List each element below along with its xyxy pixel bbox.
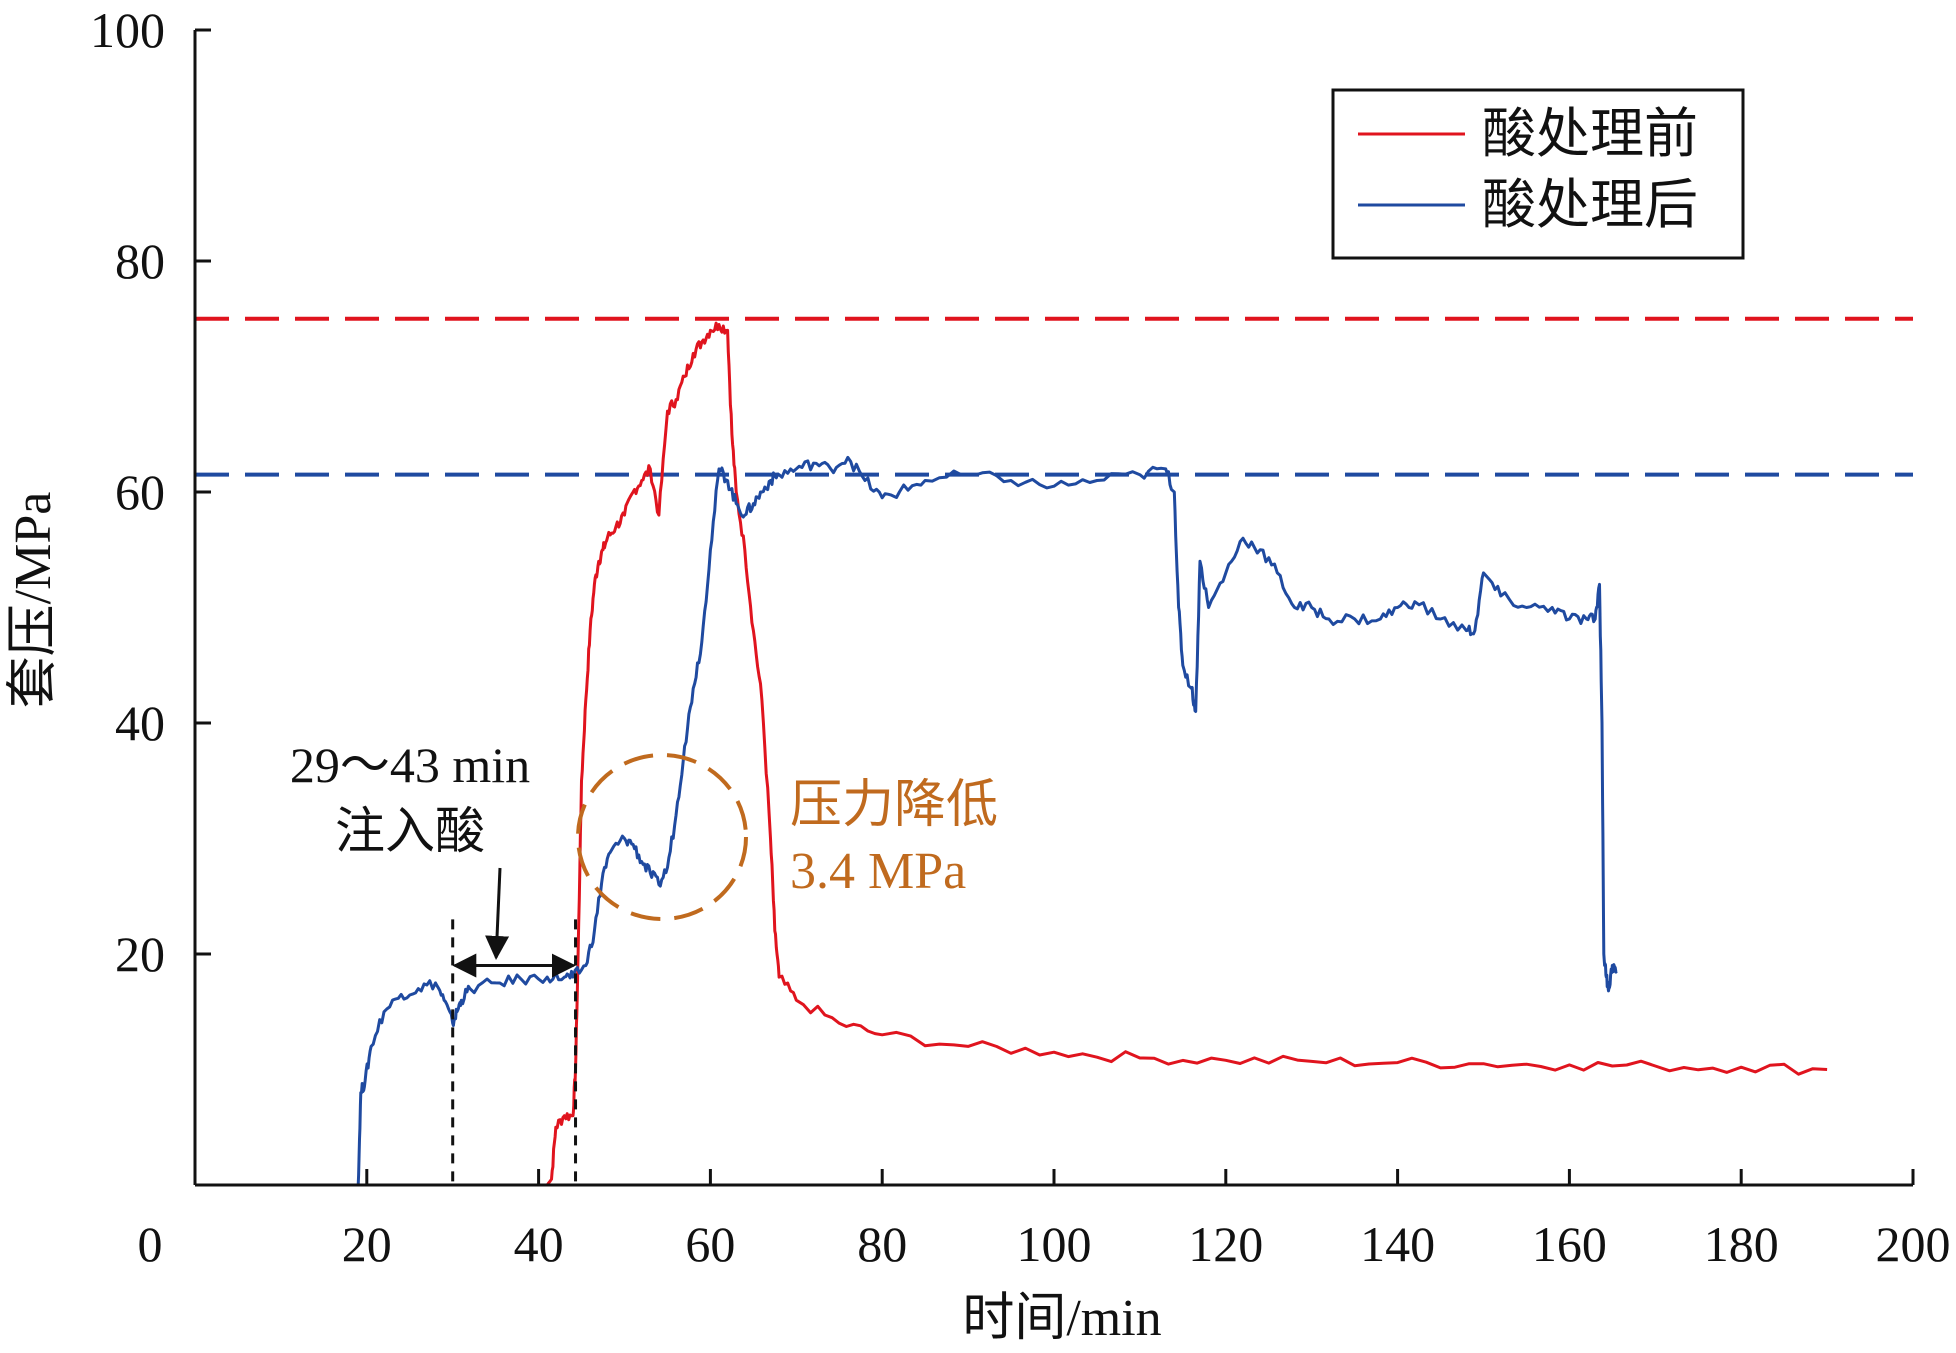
acid-injection-time-label: 29～43 min xyxy=(290,737,530,793)
legend-box xyxy=(1331,88,1745,260)
x-tick-label: 60 xyxy=(685,1216,735,1272)
x-tick-label: 40 xyxy=(514,1216,564,1272)
y-tick-label: 40 xyxy=(115,695,165,751)
y-tick-label: 20 xyxy=(115,926,165,982)
x-tick-label: 180 xyxy=(1704,1216,1779,1272)
series-line-2 xyxy=(356,455,1618,1186)
legend-label-series-2: 酸处理后 xyxy=(1482,173,1698,236)
reference-lines xyxy=(195,316,1913,477)
x-tick-label: 160 xyxy=(1532,1216,1607,1272)
acid-injection-label: 注入酸 xyxy=(335,803,485,859)
legend: 酸处理前 酸处理后 xyxy=(1331,88,1745,260)
legend-label-series-1: 酸处理前 xyxy=(1482,102,1698,165)
y-tick-label: 80 xyxy=(115,233,165,289)
x-tick-label: 200 xyxy=(1876,1216,1951,1272)
pressure-drop-label: 压力降低 xyxy=(790,777,998,834)
y-tick-label: 60 xyxy=(115,464,165,520)
series-line-1 xyxy=(545,321,1828,1186)
x-tick-label: 20 xyxy=(342,1216,392,1272)
x-tick-label: 120 xyxy=(1188,1216,1263,1272)
acid-injection-annotation: 29～43 min 注入酸 xyxy=(290,737,578,1185)
acid-label-pointer-arrow xyxy=(485,867,510,960)
x-tick-label: 100 xyxy=(1017,1216,1092,1272)
x-axis-title: 时间/min xyxy=(962,1290,1161,1347)
pressure-drop-value: 3.4 MPa xyxy=(790,843,966,900)
x-tick-label: 80 xyxy=(857,1216,907,1272)
series-layer xyxy=(356,321,1828,1186)
x-tick-label: 0 xyxy=(138,1216,163,1272)
pressure-drop-annotation: 压力降低 3.4 MPa xyxy=(576,753,998,921)
y-tick-label: 100 xyxy=(90,2,165,58)
axes: 0 20 40 60 80 100 120 140 160 180 200 20 40 60 80 100 xyxy=(90,2,1951,1272)
x-tick-label: 140 xyxy=(1360,1216,1435,1272)
y-axis-title: 套压/MPa xyxy=(5,492,62,709)
pressure-drop-circle xyxy=(576,753,748,921)
